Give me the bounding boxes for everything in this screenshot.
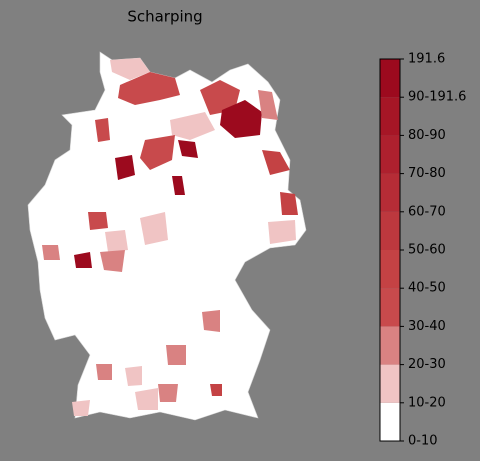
region xyxy=(74,252,92,268)
region xyxy=(158,384,178,402)
colorbar-label: 10-20 xyxy=(408,395,446,410)
region xyxy=(125,366,142,386)
colorbar-band xyxy=(380,250,400,289)
region xyxy=(258,90,278,120)
colorbar-label: 70-80 xyxy=(408,166,446,181)
colorbar-label: 20-30 xyxy=(408,357,446,372)
colorbar-band xyxy=(380,97,400,136)
colorbar-label: 90-191.6 xyxy=(408,90,466,105)
colorbar-label: 40-50 xyxy=(408,281,446,296)
region xyxy=(96,364,112,380)
germany-map xyxy=(27,51,307,421)
colorbar-label: 80-90 xyxy=(408,128,446,143)
region xyxy=(210,384,222,396)
colorbar-band xyxy=(380,402,400,441)
colorbar: 0-10 10-20 20-30 30-40 40-50 50-60 60-70 70-80 8… xyxy=(379,52,466,449)
region xyxy=(42,245,60,260)
region xyxy=(105,230,128,252)
region xyxy=(166,345,186,365)
region xyxy=(262,150,290,175)
region xyxy=(115,155,135,180)
region xyxy=(135,388,158,410)
region xyxy=(200,80,240,115)
region xyxy=(202,310,220,332)
colorbar-label: 60-70 xyxy=(408,204,446,219)
region xyxy=(170,112,215,140)
colorbar-band xyxy=(380,211,400,250)
region xyxy=(172,176,185,195)
region xyxy=(110,58,150,80)
region xyxy=(268,220,296,244)
colorbar-label: 50-60 xyxy=(408,243,446,258)
colorbar-label: 191.6 xyxy=(408,52,445,67)
region xyxy=(118,72,180,105)
colorbar-label: 30-40 xyxy=(408,319,446,334)
colorbar-band xyxy=(380,288,400,327)
region xyxy=(280,192,298,215)
region xyxy=(95,118,110,142)
region xyxy=(140,212,168,245)
colorbar-band xyxy=(380,59,400,98)
colorbar-band xyxy=(380,326,400,365)
region xyxy=(100,250,125,272)
map-title: Scharping xyxy=(127,8,202,26)
region xyxy=(220,100,262,138)
region xyxy=(88,212,108,230)
colorbar-band xyxy=(380,135,400,174)
colorbar-band xyxy=(380,364,400,403)
region xyxy=(178,140,198,158)
region xyxy=(140,135,175,170)
colorbar-label: 0-10 xyxy=(408,434,438,449)
colorbar-band xyxy=(380,173,400,212)
region xyxy=(72,400,90,416)
